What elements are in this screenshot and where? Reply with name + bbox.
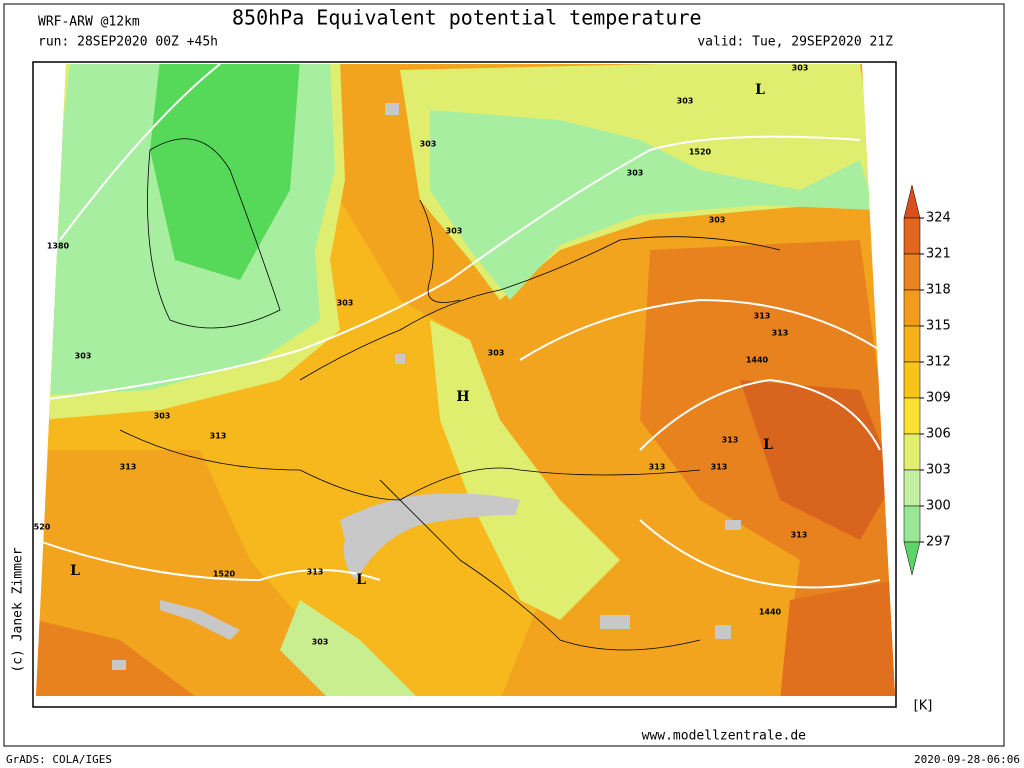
colorbar-tick-label: 324: [926, 211, 951, 226]
colorbar-tick-label: 312: [926, 355, 951, 370]
colorbar-tick-label: 303: [926, 463, 951, 478]
contour-label: 303: [792, 64, 809, 73]
contour-label: 1440: [759, 608, 782, 617]
field-warm: [640, 240, 895, 696]
contour-label: 303: [75, 352, 92, 361]
map-labels: L 303 303 1520 303 303 303 303 1380 303 303 303 H 313…: [34, 64, 809, 647]
contour-label: 303: [709, 216, 726, 225]
field-yg-south: [280, 600, 420, 696]
contour-label: 303: [488, 349, 505, 358]
map-field: [36, 64, 895, 696]
credit: (c) Janek Zimmer: [11, 547, 26, 672]
colorbar-segment: [903, 469, 921, 507]
field-yg-central: [430, 320, 620, 620]
colorbar-tick-label: 306: [926, 427, 951, 442]
contour-label: 1380: [47, 242, 70, 251]
contour-label: 520: [34, 523, 51, 532]
contour-label: 303: [420, 140, 437, 149]
pressure-center: L: [70, 563, 80, 579]
field-deep-green: [150, 64, 300, 280]
contour-label: 303: [446, 227, 463, 236]
colorbar-segment: [903, 289, 921, 327]
contour-label: 313: [649, 463, 666, 472]
contour-label: 313: [307, 568, 324, 577]
contour-label: 303: [154, 412, 171, 421]
colorbar-segment: [903, 325, 921, 363]
terrain-mask: [112, 103, 741, 670]
contour-label: 313: [711, 463, 728, 472]
colorbar-tick-label: 321: [926, 247, 951, 262]
contour-label: 303: [627, 169, 644, 178]
map: L 303 303 1520 303 303 303 303 1380 303 303 303 H 313…: [32, 61, 897, 708]
contour-label: 303: [312, 638, 329, 647]
valid-label: valid: Tue, 29SEP2020 21Z: [697, 35, 893, 50]
contour-label: 1520: [213, 570, 236, 579]
contours: [36, 64, 881, 589]
colorbar-segment: [903, 217, 921, 255]
colorbar-tick-label: 315: [926, 319, 951, 334]
colorbar-tick-label: 300: [926, 499, 951, 514]
field-hot: [740, 380, 895, 540]
run-label: run: 28SEP2020 00Z +45h: [38, 35, 218, 50]
colorbar-tick-label: 297: [926, 535, 951, 550]
contour-label: 313: [772, 329, 789, 338]
colorbar-segment: [903, 397, 921, 435]
contour-label: 1440: [746, 356, 769, 365]
title: 850hPa Equivalent potential temperature: [232, 6, 702, 30]
contour-label: 303: [677, 97, 694, 106]
model-label: WRF-ARW @12km: [38, 15, 140, 30]
contour-label: 1520: [689, 148, 712, 157]
colorbar-segment: [903, 361, 921, 399]
footer-left: GrADS: COLA/IGES: [6, 753, 112, 766]
pressure-center: L: [763, 437, 773, 453]
colorbar-cap: [903, 541, 921, 576]
colorbar: 324 321 318 315 312 309 306 303 300 297: [903, 184, 951, 576]
pressure-center: L: [356, 572, 366, 588]
contour-label: 313: [754, 312, 771, 321]
colorbar-segment: [903, 433, 921, 471]
field-green-north: [430, 110, 875, 300]
contour-label: 303: [337, 299, 354, 308]
field-hot2: [780, 580, 895, 696]
colorbar-segment: [903, 505, 921, 543]
borders: [119, 138, 781, 651]
colorbar-tick-label: 309: [926, 391, 951, 406]
pressure-center: L: [755, 82, 765, 98]
unit-label: [K]: [914, 699, 933, 714]
contour-label: 313: [120, 463, 137, 472]
contour-label: 313: [210, 432, 227, 441]
contour-label: 313: [722, 436, 739, 445]
contour-label: 313: [791, 531, 808, 540]
pressure-center: H: [456, 389, 469, 405]
colorbar-segment: [903, 253, 921, 291]
colorbar-tick-label: 318: [926, 283, 951, 298]
website: www.modellzentrale.de: [642, 729, 807, 744]
footer-right: 2020-09-28-06:06: [914, 753, 1020, 766]
